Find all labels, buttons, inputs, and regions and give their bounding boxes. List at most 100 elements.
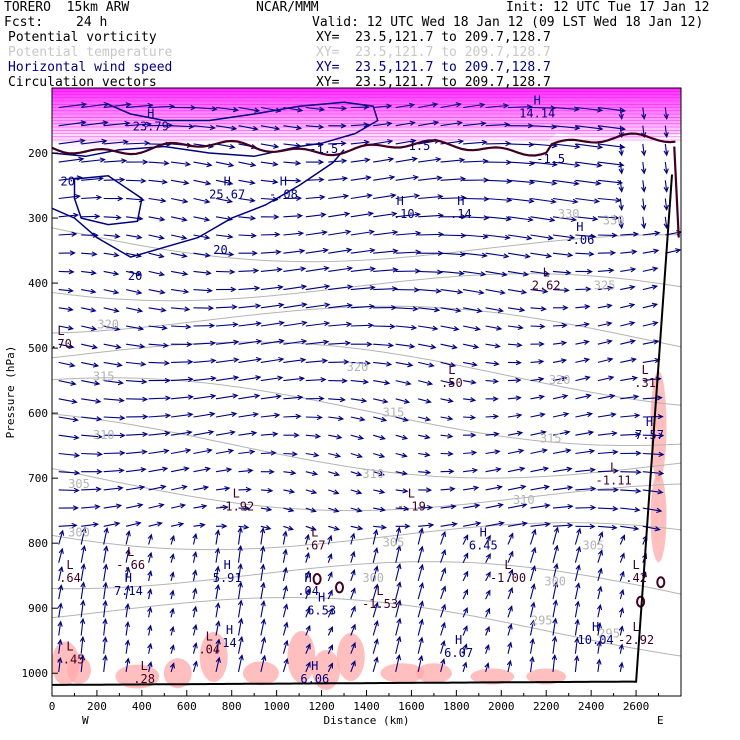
vector-arrowhead xyxy=(396,599,402,606)
vector-arrowhead xyxy=(91,251,98,257)
vector-arrowhead xyxy=(521,521,528,527)
circulation-vector xyxy=(80,546,85,563)
circulation-vector xyxy=(485,234,510,239)
vector-arrowhead xyxy=(618,113,624,120)
vector-arrowhead xyxy=(283,603,289,610)
circulation-vector xyxy=(620,525,639,530)
vector-arrowhead xyxy=(295,142,302,149)
circulation-vector xyxy=(260,564,264,581)
circulation-vector xyxy=(440,361,456,367)
vector-arrowhead xyxy=(276,267,283,273)
vector-arrowhead xyxy=(268,469,275,475)
circulation-vector xyxy=(530,325,545,328)
circulation-vector xyxy=(171,396,193,400)
vector-arrowhead xyxy=(473,485,480,491)
vector-arrowhead xyxy=(58,547,64,555)
circulation-vector xyxy=(462,589,468,600)
vector-arrowhead xyxy=(121,158,128,164)
vector-arrowhead xyxy=(551,180,558,186)
vector-arrowhead xyxy=(411,324,418,331)
circulation-vector xyxy=(58,289,73,292)
circulation-vector xyxy=(238,287,260,291)
high-marker: H xyxy=(224,175,231,189)
vector-arrowhead xyxy=(484,644,490,651)
vector-arrowhead xyxy=(304,533,310,541)
vector-arrowhead xyxy=(505,216,512,222)
circulation-vector xyxy=(642,397,662,400)
vector-arrowhead xyxy=(203,216,211,222)
vector-arrowhead xyxy=(576,527,582,534)
vector-arrowhead xyxy=(58,565,64,573)
vector-arrowhead xyxy=(260,618,267,625)
circulation-vector xyxy=(418,434,430,439)
vector-arrowhead xyxy=(538,359,545,365)
vector-arrowhead xyxy=(57,638,63,645)
theta-contour-layer xyxy=(52,227,681,657)
circulation-vector xyxy=(103,270,119,275)
circulation-vector xyxy=(529,529,536,545)
vector-arrowhead xyxy=(657,414,664,420)
vector-arrowhead xyxy=(656,395,663,401)
circulation-vector xyxy=(372,639,378,654)
vector-arrowhead xyxy=(254,285,261,292)
vector-arrowhead xyxy=(237,544,243,551)
circulation-vector xyxy=(597,470,618,473)
circulation-vector xyxy=(620,507,640,511)
vector-arrowhead xyxy=(612,449,619,455)
circulation-vector xyxy=(215,323,238,327)
vector-arrowhead xyxy=(57,620,63,627)
vector-arrowhead xyxy=(181,252,188,259)
vector-arrowhead xyxy=(407,362,414,368)
vector-arrowhead xyxy=(485,571,491,578)
vector-arrowhead xyxy=(663,168,669,175)
circulation-vector xyxy=(125,252,141,257)
y-tick-label: 400 xyxy=(28,277,48,290)
circulation-vector xyxy=(507,414,522,418)
vector-arrowhead xyxy=(94,504,101,510)
circulation-vector xyxy=(193,216,210,221)
vector-arrowhead xyxy=(311,470,319,476)
circulation-vector xyxy=(103,469,124,473)
circulation-vector xyxy=(395,452,407,457)
circulation-vector xyxy=(81,196,101,200)
extremum-value: 2.62 xyxy=(532,279,561,293)
vector-arrowhead xyxy=(169,103,176,110)
vector-arrowhead xyxy=(182,198,189,204)
vector-arrowhead xyxy=(202,485,210,491)
circulation-vector xyxy=(620,489,641,492)
vector-arrowhead xyxy=(528,198,535,204)
vector-arrowhead xyxy=(495,467,502,473)
vector-arrowhead xyxy=(206,448,213,454)
circulation-vector xyxy=(619,553,625,563)
circulation-vector xyxy=(575,431,593,436)
vector-arrowhead xyxy=(206,161,213,168)
circulation-vector xyxy=(395,434,408,440)
vector-arrowhead xyxy=(117,379,124,386)
vector-arrowhead xyxy=(542,466,550,472)
vector-arrowhead xyxy=(609,250,617,256)
vector-arrowhead xyxy=(183,179,190,186)
vector-arrowhead xyxy=(586,411,594,418)
x-tick-label: 2400 xyxy=(578,700,605,713)
vector-arrowhead xyxy=(363,104,370,110)
circulation-vector xyxy=(350,159,370,163)
y-axis-title: Pressure (hPa) xyxy=(4,346,17,439)
circulation-vector xyxy=(350,525,363,530)
circulation-vector xyxy=(350,230,374,236)
vector-arrowhead xyxy=(91,344,99,350)
circulation-vector xyxy=(148,450,169,455)
wind-speed-label: 20 xyxy=(213,243,227,257)
circulation-vector xyxy=(597,395,615,400)
vector-arrowhead xyxy=(350,623,356,630)
circulation-vector xyxy=(619,589,624,600)
circulation-vector xyxy=(485,142,511,145)
vector-arrowhead xyxy=(613,487,620,493)
vector-arrowhead xyxy=(363,139,370,146)
circulation-vector xyxy=(373,105,392,109)
extremum-value: 14 xyxy=(222,636,236,650)
vector-arrowhead xyxy=(272,179,279,185)
circulation-vector xyxy=(485,608,490,618)
vector-arrowhead xyxy=(346,321,353,327)
circulation-vector xyxy=(373,288,397,291)
x-tick-label: 2200 xyxy=(533,700,560,713)
